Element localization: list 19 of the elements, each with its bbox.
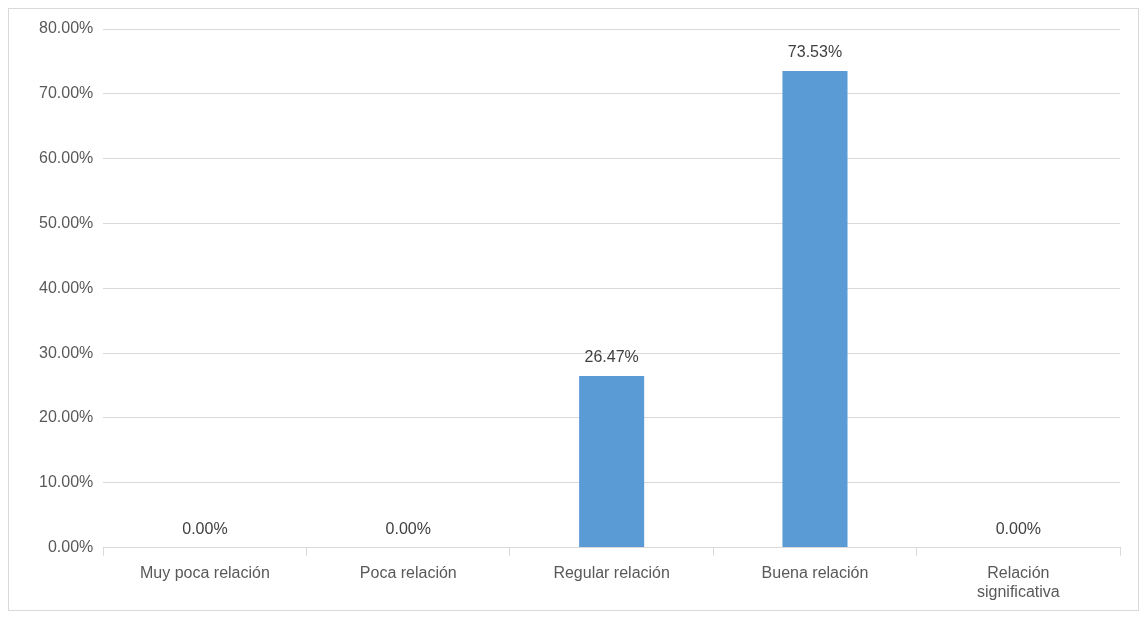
y-tick-label: 40.00% [39, 278, 94, 296]
data-label: 73.53% [787, 43, 843, 61]
y-tick-label: 30.00% [39, 343, 94, 361]
y-tick-label: 10.00% [39, 473, 94, 491]
x-tick-label: Relación significativa [976, 563, 1060, 600]
data-label: 0.00% [385, 520, 431, 538]
y-tick-label: 60.00% [39, 149, 94, 167]
y-tick-label: 80.00% [39, 19, 94, 37]
y-tick-label: 20.00% [39, 408, 94, 426]
x-tick-label: Regular relación [553, 563, 670, 581]
x-tick-label: Poca relación [359, 563, 457, 581]
data-label: 26.47% [584, 348, 639, 366]
y-tick-label: 70.00% [39, 84, 94, 102]
data-label: 0.00% [995, 520, 1042, 538]
y-tick-label: 0.00% [47, 538, 94, 556]
x-tick-label: Muy poca relación [140, 563, 270, 581]
y-tick-label: 50.00% [39, 213, 94, 231]
data-label: 0.00% [182, 520, 228, 538]
x-tick-label: Buena relación [761, 563, 869, 581]
